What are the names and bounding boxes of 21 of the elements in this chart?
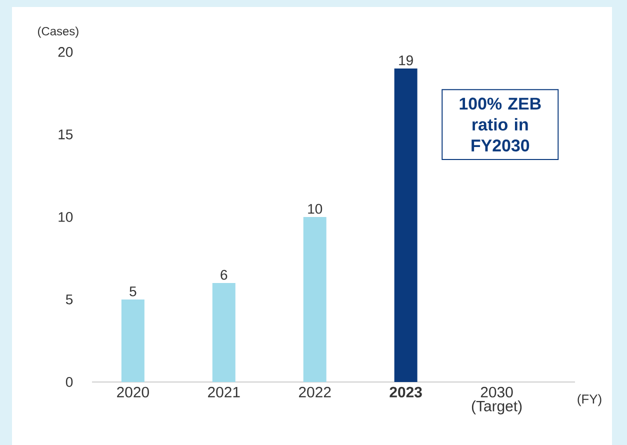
data-label: 10 [308,204,322,214]
data-label: 19 [399,55,413,66]
y-tick-label: 5 [66,294,73,304]
x-tick-label: 2021 [208,386,240,398]
bar [303,217,326,382]
x-tick-label: 2030 (Target) [472,386,522,414]
y-tick-label: 0 [66,377,73,387]
annotation: 100% ZEB ratio in FY2030 [460,98,541,152]
y-tick-label: 10 [58,212,73,222]
x-tick-label: 2022 [298,386,331,398]
data-label: 6 [220,270,228,280]
data-label: 5 [130,286,136,296]
y-tick-label: 20 [58,47,73,57]
x-axis-title: (FY) [578,394,602,406]
x-tick-label: 2023 [390,386,422,398]
bar [212,283,236,382]
bar [394,68,418,382]
x-tick-label: 2020 [117,386,149,398]
y-tick-label: 15 [58,130,73,140]
y-axis-title: (Cases) [38,26,78,38]
bar [121,300,144,382]
